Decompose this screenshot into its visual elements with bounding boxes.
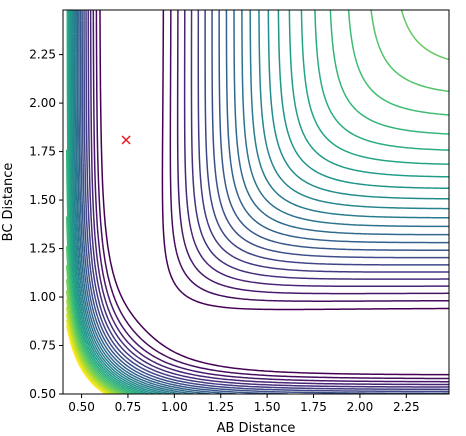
x-tick-label: 1.75	[300, 400, 327, 414]
y-tick-label: 1.25	[29, 242, 56, 256]
y-tick-label: 1.50	[29, 193, 56, 207]
y-axis-label: BC Distance	[1, 163, 16, 242]
x-tick-label: 0.50	[68, 400, 95, 414]
x-tick-label: 2.25	[393, 400, 420, 414]
x-tick-label: 0.75	[115, 400, 142, 414]
contour-level-line	[87, 10, 449, 388]
x-axis-ticks: 0.50 0.75 1.00 1.25 1.50 1.75 2.00 2.25	[68, 394, 420, 414]
x-axis-label: AB Distance	[217, 421, 296, 436]
contour-level-line	[65, 299, 116, 394]
plot-frame	[62, 9, 450, 395]
contour-level-line	[85, 10, 449, 391]
contour-level-line	[81, 10, 449, 394]
contour-level-line	[65, 10, 449, 394]
contour-level-line	[66, 10, 449, 394]
y-tick-label: 2.00	[29, 96, 56, 110]
contour-level-line	[73, 10, 449, 394]
y-tick-label: 1.75	[29, 145, 56, 159]
contour-level-line	[79, 10, 449, 394]
x-tick-label: 2.00	[347, 400, 374, 414]
contour-level-line	[65, 313, 111, 394]
contour-level-line	[71, 10, 449, 394]
contour-level-line	[65, 10, 449, 394]
contour-level-line	[92, 10, 449, 383]
contour-level-line	[65, 319, 109, 394]
y-tick-label: 2.25	[29, 48, 56, 62]
contour-level-line	[69, 10, 449, 394]
contour-level-line	[99, 10, 449, 376]
contour-level-line	[67, 10, 449, 394]
contour-level-line	[95, 10, 449, 380]
contour-level-line	[76, 10, 449, 394]
contour-level-line	[75, 10, 449, 394]
y-axis-ticks: 0.50 0.75 1.00 1.25 1.50 1.75 2.00 2.25	[29, 48, 63, 401]
contour-level-line	[65, 10, 449, 394]
marker-layer	[121, 135, 131, 145]
x-tick-label: 1.00	[161, 400, 188, 414]
contour-level-line	[65, 10, 449, 394]
contour-level-line	[65, 325, 106, 394]
contour-level-line	[83, 10, 449, 393]
contour-level-line	[68, 10, 449, 394]
y-tick-label: 1.00	[29, 290, 56, 304]
contour-level-line	[65, 279, 121, 394]
contour-level-line	[65, 307, 113, 394]
start-point-marker	[121, 135, 131, 145]
y-tick-label: 0.50	[29, 387, 56, 401]
y-tick-label: 0.75	[29, 339, 56, 353]
contour-level-line	[72, 10, 449, 394]
x-tick-label: 1.50	[254, 400, 281, 414]
contour-level-line	[65, 290, 119, 394]
contour-lines	[65, 10, 449, 394]
contour-level-line	[89, 10, 449, 386]
x-tick-label: 1.25	[207, 400, 234, 414]
contour-level-line	[78, 10, 449, 394]
